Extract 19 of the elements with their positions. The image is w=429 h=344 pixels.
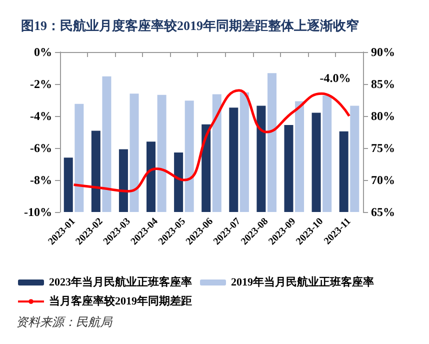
y2-tick-label: 85% [371,77,395,91]
legend-label: 2019年当月民航业正班客座率 [231,276,374,288]
annotation: -4.0% [320,71,351,85]
legend-label: 当月客座率较2019年同期差距 [49,294,192,308]
y-tick-label: -8% [30,173,52,187]
text: 资料来源：民航局 [16,315,113,329]
line-series [72,89,350,192]
y2-tick-label: 90% [371,45,395,59]
y2-tick-label: 75% [371,141,395,155]
y-tick-label: -2% [30,77,52,91]
y-tick-label: 0% [34,45,52,59]
y-tick-label: -6% [30,141,52,155]
y-tick-label: -4% [30,109,52,123]
legend-label: 2023年当月民航业正班客座率 [49,276,192,288]
y-tick-label: -10% [24,205,52,219]
chart-title: 图19：民航业月度客座率较2019年同期差距整体上逐渐收窄 [21,18,359,33]
y2-tick-label: 80% [371,109,395,123]
y2-tick-label: 65% [371,205,395,219]
y2-tick-label: 70% [371,173,395,187]
